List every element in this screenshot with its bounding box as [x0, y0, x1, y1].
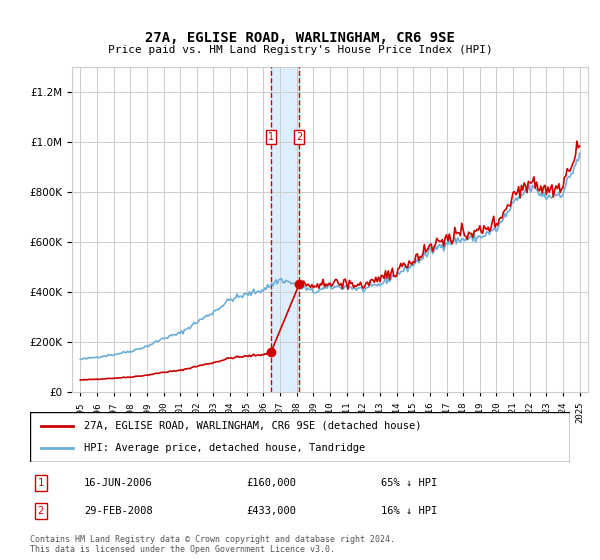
Text: 27A, EGLISE ROAD, WARLINGHAM, CR6 9SE (detached house): 27A, EGLISE ROAD, WARLINGHAM, CR6 9SE (d…: [84, 421, 421, 431]
Text: 2: 2: [296, 132, 302, 142]
Text: 27A, EGLISE ROAD, WARLINGHAM, CR6 9SE: 27A, EGLISE ROAD, WARLINGHAM, CR6 9SE: [145, 31, 455, 45]
Text: 1: 1: [268, 132, 274, 142]
Text: £433,000: £433,000: [246, 506, 296, 516]
Bar: [271, 67, 299, 392]
FancyBboxPatch shape: [30, 412, 570, 462]
Text: Contains HM Land Registry data © Crown copyright and database right 2024.
This d: Contains HM Land Registry data © Crown c…: [30, 535, 395, 554]
Text: 29-FEB-2008: 29-FEB-2008: [84, 506, 153, 516]
Text: 1: 1: [38, 478, 44, 488]
Text: 16% ↓ HPI: 16% ↓ HPI: [381, 506, 437, 516]
Text: £160,000: £160,000: [246, 478, 296, 488]
Text: HPI: Average price, detached house, Tandridge: HPI: Average price, detached house, Tand…: [84, 443, 365, 453]
Text: Price paid vs. HM Land Registry's House Price Index (HPI): Price paid vs. HM Land Registry's House …: [107, 45, 493, 55]
Text: 65% ↓ HPI: 65% ↓ HPI: [381, 478, 437, 488]
Text: 16-JUN-2006: 16-JUN-2006: [84, 478, 153, 488]
Text: 2: 2: [38, 506, 44, 516]
